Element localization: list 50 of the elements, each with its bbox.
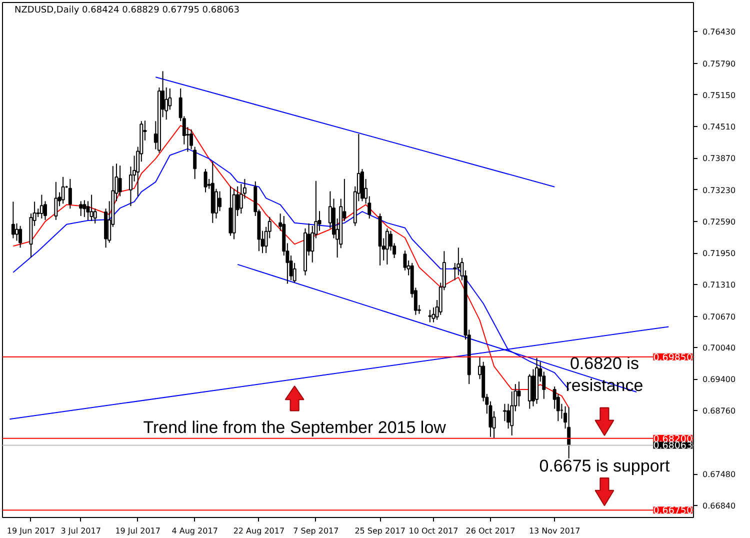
y-tick-label: 0.72590	[702, 217, 736, 226]
x-tick-label: 4 Aug 2017	[172, 526, 218, 536]
candlestick	[517, 381, 521, 407]
candlestick	[40, 194, 44, 219]
candlestick	[193, 146, 197, 180]
x-tick-label: 7 Sep 2017	[293, 526, 339, 536]
candlestick	[82, 200, 86, 218]
candlestick	[218, 190, 222, 212]
candlestick	[18, 225, 22, 248]
y-tick-label: 0.71950	[702, 249, 736, 258]
annotation: Trend line from the September 2015 low	[143, 418, 447, 438]
candlestick	[79, 200, 83, 217]
y-tick-label: 0.75150	[702, 90, 736, 100]
x-tick-label: 3 Jul 2017	[60, 526, 101, 536]
x-tick-label: 25 Sep 2017	[354, 526, 406, 536]
candlestick	[506, 403, 510, 430]
y-tick-label: 0.68760	[702, 406, 736, 416]
y-tick-label: 0.75790	[702, 59, 736, 68]
y-tick-label: 0.74510	[702, 122, 736, 132]
ref-line-label: 0.69850	[653, 352, 693, 364]
x-tick-label: 10 Oct 2017	[408, 526, 458, 536]
chart-title: NZDUSD,Daily 0.68424 0.68829 0.67795 0.68063	[14, 6, 240, 16]
candlestick	[61, 176, 65, 204]
x-tick-label: 22 Aug 2017	[233, 526, 285, 536]
y-tick-label: 0.70670	[702, 312, 736, 322]
candlestick	[204, 168, 208, 193]
y-tick-label: 0.73230	[702, 186, 736, 195]
y-tick-label: 0.66840	[702, 502, 736, 511]
annotation: 0.6675 is support	[539, 456, 670, 476]
y-tick-label: 0.71310	[702, 280, 736, 290]
candlestick	[11, 201, 15, 239]
y-tick-label: 0.69400	[702, 375, 736, 384]
candlestick	[428, 309, 432, 323]
candlestick	[15, 222, 18, 242]
x-tick-label: 19 Jun 2017	[6, 526, 56, 536]
candlestick	[385, 228, 389, 265]
candlestick	[502, 403, 506, 422]
y-tick-label: 0.70040	[702, 343, 736, 352]
x-tick-label: 26 Oct 2017	[466, 526, 516, 536]
candlestick	[68, 178, 72, 210]
candlestick	[239, 183, 243, 214]
candlestick	[118, 165, 122, 197]
candlestick	[54, 181, 58, 220]
candlestick	[90, 194, 94, 222]
x-tick-label: 19 Jul 2017	[115, 526, 160, 536]
y-tick-label: 0.76430	[702, 28, 736, 37]
y-tick-label: 0.67480	[702, 470, 736, 480]
x-tick-label: 13 Nov 2017	[528, 526, 580, 536]
y-tick-label: 0.73870	[702, 154, 736, 164]
candlestick	[190, 129, 194, 150]
